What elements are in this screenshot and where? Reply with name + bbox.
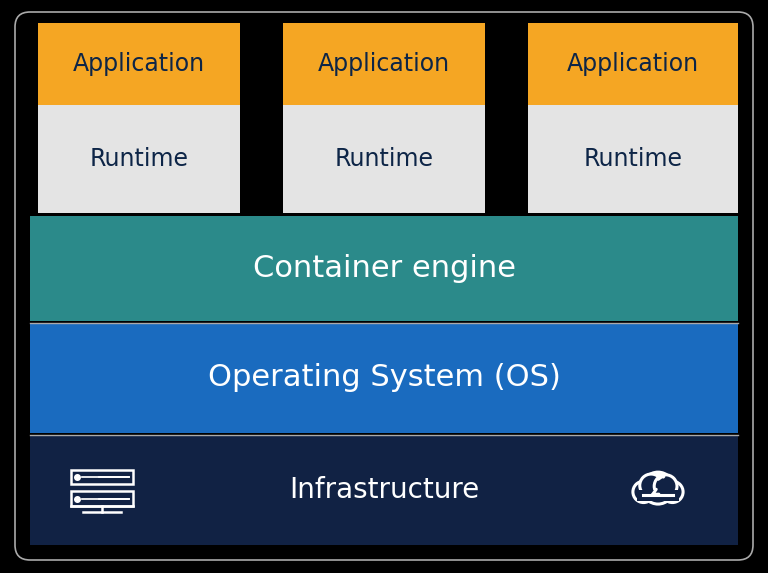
Circle shape (643, 473, 673, 503)
Bar (38, 105, 240, 213)
Bar (528, 23, 738, 105)
Circle shape (655, 476, 676, 496)
Circle shape (641, 475, 661, 496)
Bar (528, 105, 738, 213)
Circle shape (662, 481, 683, 503)
Circle shape (640, 474, 663, 497)
Text: Runtime: Runtime (90, 147, 188, 171)
Circle shape (642, 472, 674, 504)
Text: Application: Application (567, 52, 699, 76)
Bar (71, 492, 133, 506)
Circle shape (654, 475, 677, 497)
Text: Application: Application (73, 52, 205, 76)
Circle shape (662, 481, 683, 503)
Text: Infrastructure: Infrastructure (289, 476, 479, 504)
Circle shape (634, 482, 653, 501)
Bar (637, 491, 679, 500)
Text: Application: Application (318, 52, 450, 76)
Text: Container engine: Container engine (253, 254, 515, 283)
Circle shape (654, 475, 677, 497)
Bar (30, 323, 738, 433)
Bar (30, 435, 738, 545)
Bar (30, 216, 738, 321)
Text: Runtime: Runtime (584, 147, 683, 171)
Circle shape (633, 481, 654, 503)
Circle shape (663, 482, 682, 501)
Bar (637, 490, 679, 501)
Circle shape (633, 481, 654, 503)
Circle shape (642, 472, 674, 504)
Bar (283, 23, 485, 105)
Bar (38, 23, 240, 105)
Text: Runtime: Runtime (335, 147, 433, 171)
Bar (71, 470, 133, 484)
Circle shape (640, 474, 663, 497)
Text: Operating System (OS): Operating System (OS) (207, 363, 561, 393)
Bar (283, 105, 485, 213)
